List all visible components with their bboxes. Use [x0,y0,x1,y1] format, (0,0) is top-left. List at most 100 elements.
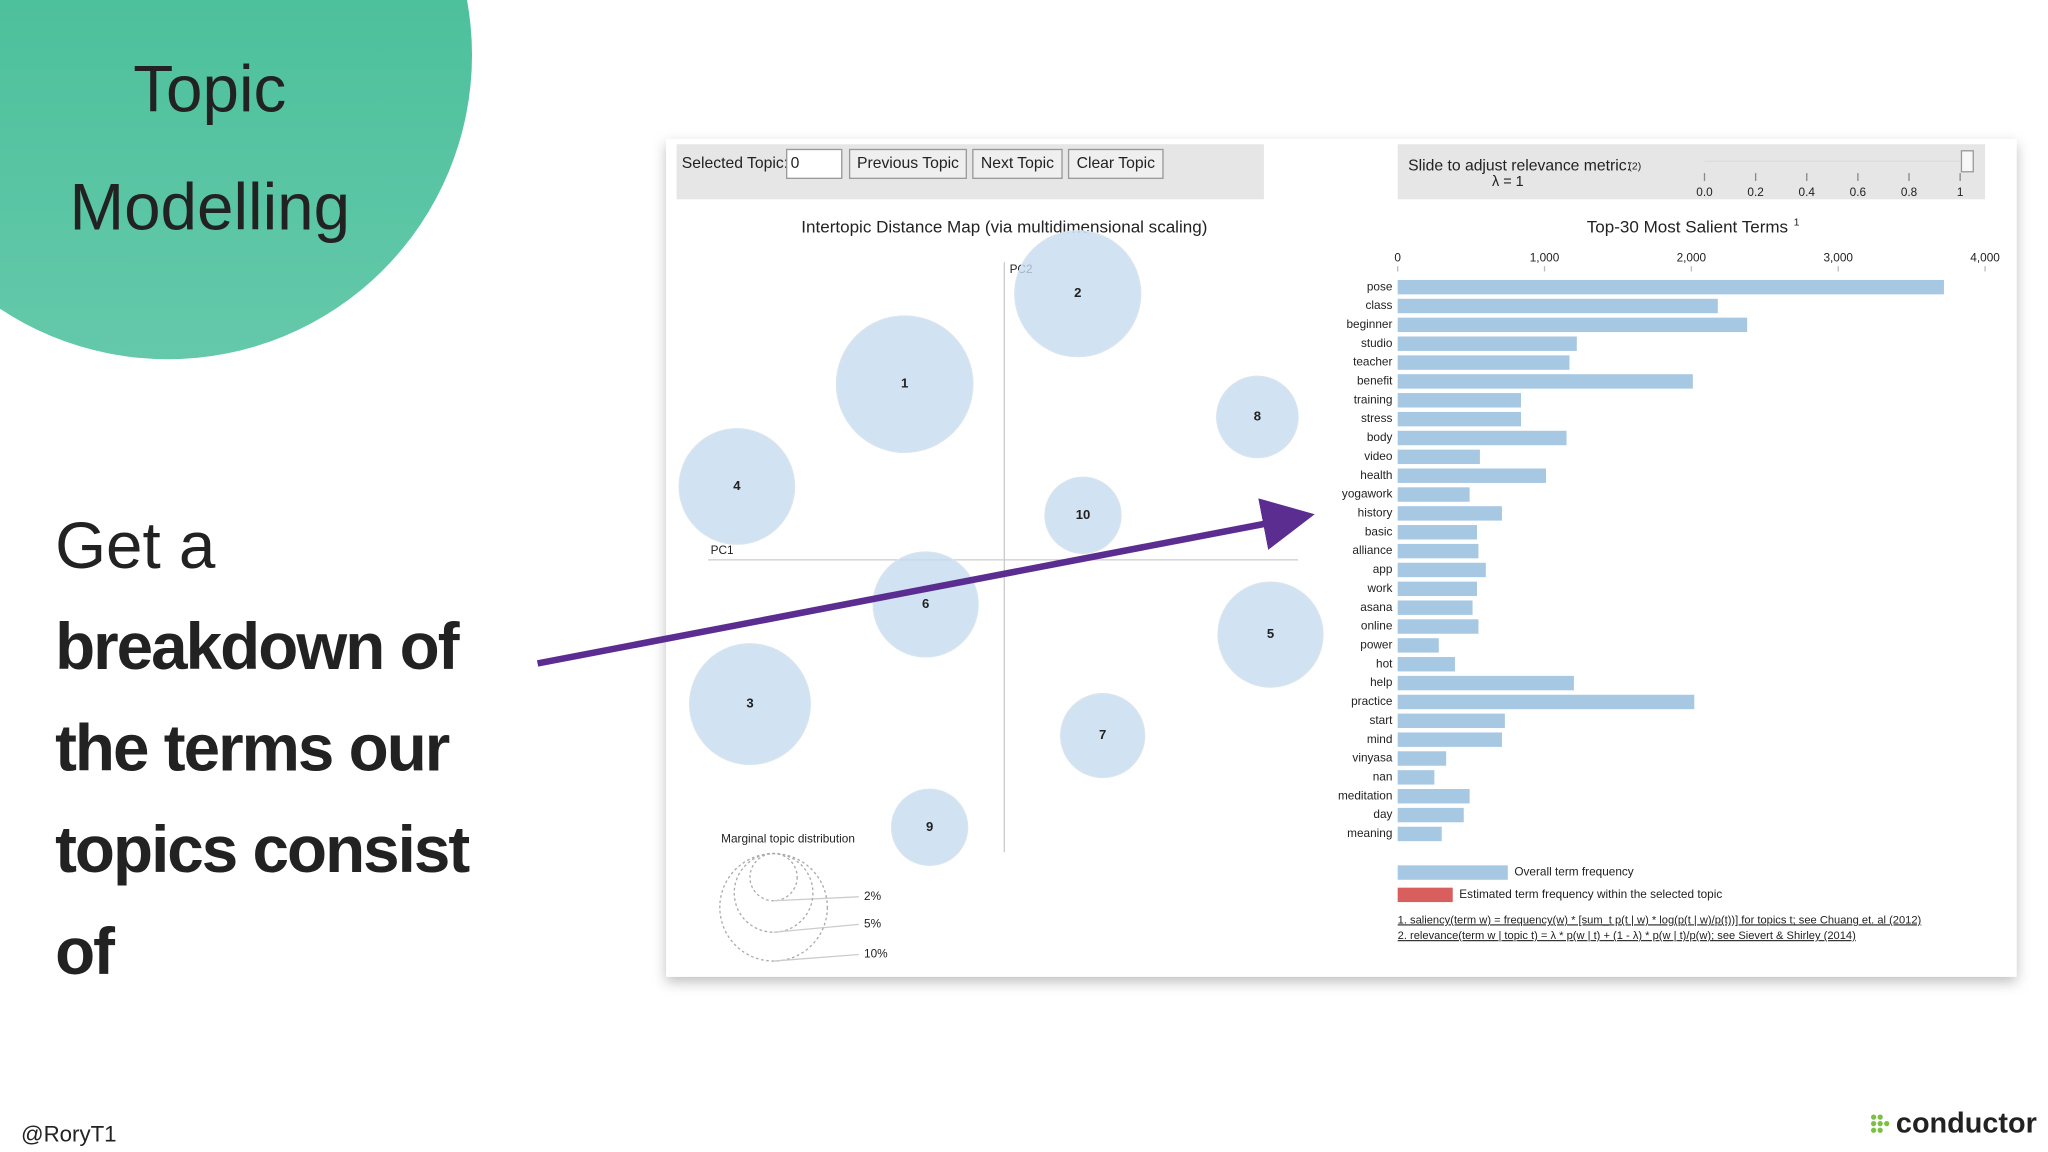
y-tick-label: mind [1367,732,1393,746]
marginal-guide [773,896,859,902]
bar [1397,449,1480,465]
logo-dot [1870,1121,1877,1127]
footnote: 1. saliency(term w) = frequency(w) * [su… [1398,914,1922,926]
slide-title: Modelling [70,171,351,244]
marginal-guide [773,923,859,933]
y-tick-label: yogawork [1342,487,1393,501]
slider-tick-label: 0.4 [1799,185,1816,199]
topic-label: 1 [901,376,908,391]
slider-tick-label: 0.8 [1901,185,1918,199]
bar [1397,430,1567,446]
bar [1397,600,1473,615]
bar [1397,393,1522,408]
selected-label: Selected Topic: [682,155,788,172]
bar [1397,619,1479,634]
topic-circle[interactable] [835,315,974,454]
y-tick-label: help [1370,675,1393,689]
y-tick-label: class [1366,298,1393,312]
chart-title: Top-30 Most Salient Terms [1587,218,1788,237]
axis-label: PC1 [711,543,734,557]
y-tick-label: benefit [1357,374,1393,388]
topic-label: 10 [1076,507,1091,522]
marginal-label: 5% [864,916,882,930]
content: Topic Modelling Get a breakdown of the terms… [21,53,2037,1147]
bar [1397,468,1546,483]
controls-bar [676,144,1264,200]
title-blob [0,0,472,360]
bar [1397,807,1464,823]
topic-circle[interactable] [1216,375,1299,459]
y-tick-label: practice [1351,694,1393,708]
body-text-bold: of [55,915,115,988]
bar [1397,694,1695,710]
bar [1397,675,1574,691]
legend-swatch [1397,887,1453,903]
topic-circle[interactable] [872,551,979,658]
button-label: Clear Topic [1077,155,1155,172]
y-tick-label: history [1358,506,1393,520]
topic-circle[interactable] [1014,230,1142,358]
button[interactable] [848,148,967,179]
topic-circle[interactable] [890,788,969,867]
bar [1397,562,1486,578]
lambda: λ = 1 [1492,174,1524,190]
marginal-label: 2% [864,889,882,903]
slider-label: Slide to adjust relevance metric: [1408,158,1631,175]
topic-label: 7 [1099,727,1106,742]
topic-label: 9 [926,819,933,834]
y-tick-label: day [1373,807,1392,821]
topic-input[interactable] [786,148,843,179]
y-tick-label: asana [1360,600,1393,614]
legend-label: Overall term frequency [1514,865,1633,879]
body-text-bold: the terms our [55,712,450,785]
bar [1397,657,1455,672]
body-text-bold: breakdown of [55,610,460,683]
y-tick-label: health [1360,468,1392,482]
button[interactable] [1067,148,1164,179]
topic-circle[interactable] [1217,581,1324,688]
slide-title: Topic [133,53,286,126]
y-tick-label: pose [1367,279,1393,293]
logo-dot [1870,1127,1877,1133]
bar [1397,411,1522,427]
logo-dot [1877,1127,1883,1133]
handle: @RoryT1 [21,1121,117,1146]
topic-circle[interactable] [1044,476,1122,554]
slider-tick-label: 0.6 [1850,185,1867,199]
slider-tick-label: 1 [1957,185,1964,199]
slider-handle[interactable] [1960,150,1974,173]
y-tick-label: beginner [1347,317,1393,331]
y-tick-label: nan [1373,769,1393,783]
logo-dot [1877,1114,1883,1120]
bar [1397,298,1718,314]
slider-tick-label: 0.0 [1696,185,1713,199]
y-tick-label: app [1373,562,1393,576]
bar [1397,336,1577,351]
y-tick-label: meaning [1347,826,1392,840]
x-tick-label: 3,000 [1823,250,1853,264]
topic-input-value: 0 [791,155,800,172]
topic-circle[interactable] [1060,692,1146,779]
y-tick-label: video [1364,449,1393,463]
topic-label: 2 [1074,285,1081,300]
y-tick-label: body [1367,430,1393,444]
arrow [536,498,1315,667]
button[interactable] [972,148,1063,179]
button-label: Previous Topic [857,155,959,172]
legend-label: Estimated term frequency within the sele… [1459,887,1722,901]
topic-circle[interactable] [689,643,811,766]
y-tick-label: training [1354,392,1393,406]
screenshot-panel [666,138,2017,977]
bar [1397,638,1439,653]
topic-label: 4 [733,478,741,493]
slider-tick-label: 0.2 [1747,185,1763,199]
body-text: Get a [55,509,216,582]
bar [1397,581,1477,597]
y-tick-label: meditation [1338,788,1392,802]
slider-note: (2) [1628,161,1641,172]
logo-dot [1884,1121,1890,1127]
topic-circle[interactable] [678,428,796,545]
y-tick-label: hot [1376,656,1393,670]
bar [1397,317,1748,333]
